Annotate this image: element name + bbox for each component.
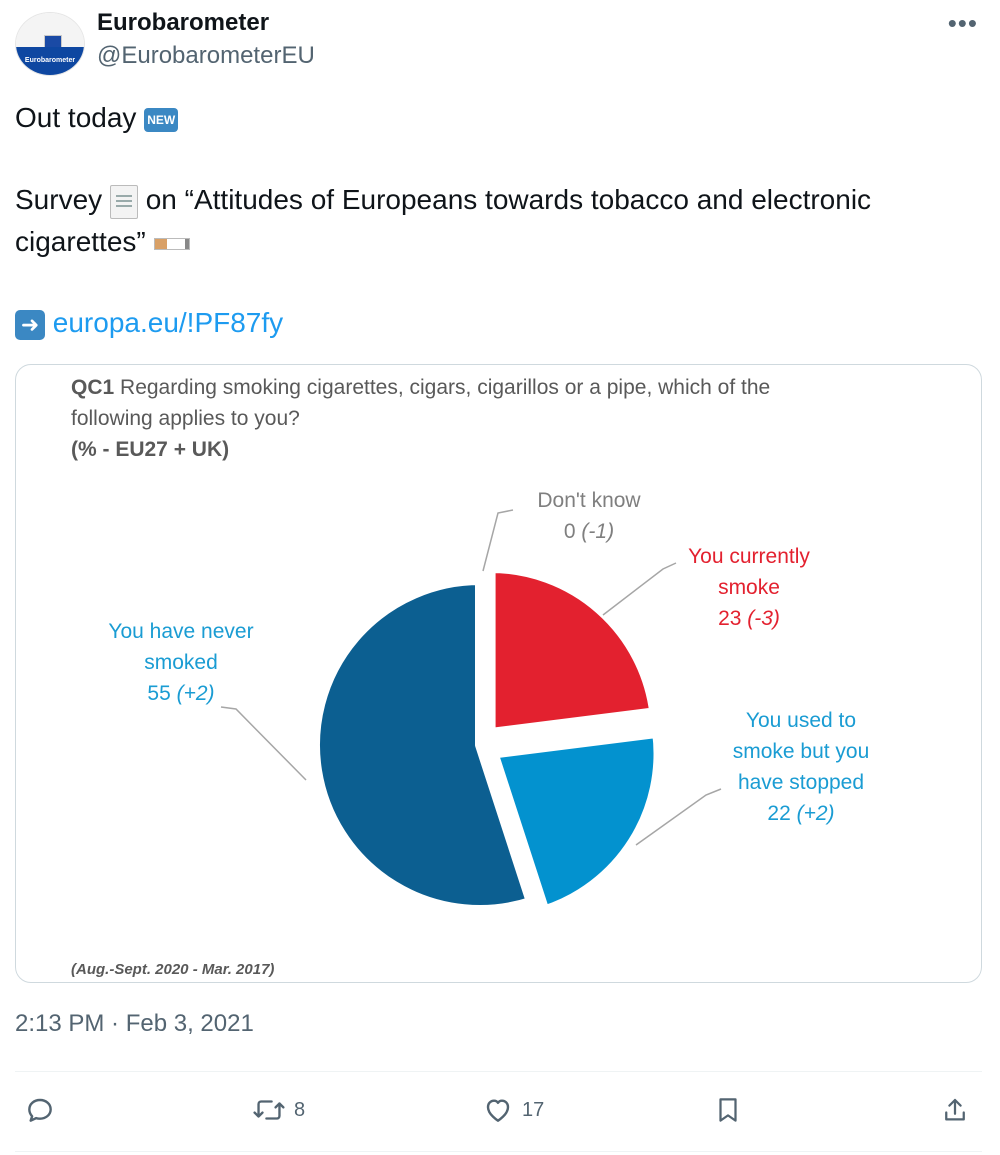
slice-change-dont-know: (-1) bbox=[581, 520, 614, 543]
document-icon bbox=[109, 184, 138, 219]
share-icon bbox=[945, 1098, 965, 1121]
slice-label-currently-smoke: You currently smoke 23 (-3) bbox=[688, 545, 810, 630]
chart-card[interactable]: QC1 Regarding smoking cigarettes, cigars… bbox=[15, 364, 982, 983]
share-button[interactable] bbox=[940, 1094, 970, 1126]
retweet-count: 8 bbox=[294, 1098, 306, 1121]
like-count: 17 bbox=[522, 1098, 545, 1121]
arrow-right-icon: ➜ bbox=[15, 309, 45, 340]
like-icon bbox=[486, 1099, 510, 1122]
pie-slice-used-to-smoke bbox=[488, 727, 664, 916]
divider-top bbox=[15, 1071, 982, 1072]
slice-label-line: smoke bbox=[718, 576, 780, 599]
slice-change-used-to-smoke: (+2) bbox=[797, 802, 835, 825]
retweet-icon bbox=[253, 1100, 285, 1120]
slice-value-never-smoked: 55 bbox=[147, 682, 176, 705]
slice-label-line: have stopped bbox=[738, 771, 864, 794]
tweet-link[interactable]: europa.eu/!PF87fy bbox=[52, 307, 284, 338]
bookmark-button[interactable] bbox=[713, 1094, 743, 1126]
reply-icon bbox=[28, 1098, 52, 1122]
slice-label-used-to-smoke: You used to smoke but you have stopped 22 (… bbox=[733, 709, 870, 825]
slice-label-dont-know: Don't know 0 (-1) bbox=[537, 489, 641, 543]
more-icon[interactable]: ••• bbox=[947, 8, 978, 38]
author-handle[interactable]: @EurobarometerEU bbox=[97, 42, 315, 69]
author-name[interactable]: Eurobarometer bbox=[97, 9, 270, 36]
slice-label-line: You have never bbox=[108, 620, 253, 643]
chart-footnote: (Aug.-Sept. 2020 - Mar. 2017) bbox=[71, 961, 274, 978]
reply-button[interactable] bbox=[24, 1094, 56, 1126]
slice-change-currently-smoke: (-3) bbox=[747, 607, 780, 630]
leader-line-dont-know bbox=[482, 509, 514, 572]
tweet-line-1: Out today NEW bbox=[15, 97, 179, 139]
slice-label-line: You used to bbox=[746, 709, 856, 732]
pie-slice-currently-smoke bbox=[485, 562, 660, 738]
pie-slice-never-smoked bbox=[310, 575, 536, 915]
retweet-button[interactable]: 8 bbox=[252, 1094, 305, 1126]
like-button[interactable]: 17 bbox=[482, 1094, 544, 1126]
leader-line-used-to-smoke bbox=[635, 788, 722, 846]
avatar[interactable]: Eurobarometer bbox=[15, 12, 85, 76]
slice-value-currently-smoke: 23 bbox=[718, 607, 747, 630]
slice-label-line: Don't know bbox=[537, 489, 641, 512]
chart-title-text-1: Regarding smoking cigarettes, cigars, ci… bbox=[120, 376, 770, 399]
tweet-line-3: cigarettes” bbox=[15, 221, 190, 263]
slice-value-used-to-smoke: 22 bbox=[767, 802, 796, 825]
slice-value-dont-know: 0 bbox=[564, 520, 582, 543]
avatar-band bbox=[16, 47, 84, 75]
tweet-text-survey-title: on “Attitudes of Europeans towards tobac… bbox=[145, 184, 872, 215]
tweet-timestamp[interactable]: 2:13 PM · Feb 3, 2021 bbox=[15, 1010, 254, 1037]
chart-title-line-2: following applies to you? bbox=[71, 407, 300, 430]
slice-label-never-smoked: You have never smoked 55 (+2) bbox=[108, 620, 253, 705]
leader-line-currently-smoke bbox=[602, 562, 677, 616]
slice-change-never-smoked: (+2) bbox=[177, 682, 215, 705]
divider-bottom bbox=[15, 1151, 982, 1152]
new-badge-icon: NEW bbox=[144, 107, 179, 132]
avatar-brand-text: Eurobarometer bbox=[24, 57, 76, 64]
cigarette-icon bbox=[153, 237, 190, 250]
bookmark-icon bbox=[719, 1098, 737, 1122]
tweet-text-survey: Survey bbox=[15, 184, 103, 215]
pie-slices bbox=[310, 562, 664, 916]
tweet-text-out-today: Out today bbox=[15, 102, 137, 133]
slice-label-line: smoke but you bbox=[733, 740, 870, 763]
chart-title-line-1: QC1 Regarding smoking cigarettes, cigars… bbox=[71, 376, 770, 399]
tweet-text-cigarettes: cigarettes” bbox=[15, 226, 146, 257]
slice-label-line: You currently bbox=[688, 545, 810, 568]
pie-chart: QC1 Regarding smoking cigarettes, cigars… bbox=[71, 376, 870, 978]
leader-line-never-smoked bbox=[220, 706, 307, 781]
tweet-line-2: Survey on “Attitudes of Europeans toward… bbox=[15, 179, 871, 221]
chart-title-prefix: QC1 bbox=[71, 376, 115, 399]
slice-label-line: smoked bbox=[144, 651, 218, 674]
pie-labels: Don't know 0 (-1) You currently smoke 23 (-3… bbox=[108, 489, 870, 846]
chart-subtitle: (% - EU27 + UK) bbox=[71, 438, 229, 461]
tweet-line-4: ➜ europa.eu/!PF87fy bbox=[15, 302, 283, 344]
